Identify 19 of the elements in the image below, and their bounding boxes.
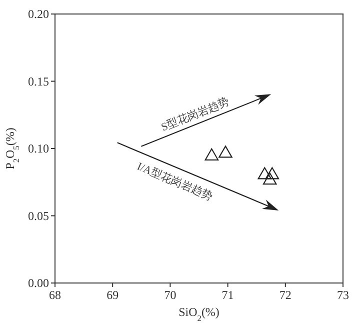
annotation: S型花岗岩趋势 [159,94,232,134]
x-tick-label: 73 [337,288,349,302]
x-tick-label: 69 [106,288,119,302]
point [258,167,272,180]
x-tick-label: 72 [279,288,292,302]
point [262,172,277,185]
x-axis-title: SiO$_{2}$(%) [178,305,220,322]
y-tick-label: 0.00 [28,276,49,290]
point [204,148,219,160]
y-tick-label: 0.05 [28,208,49,223]
y-tick-label: 0.15 [28,74,49,88]
point [218,146,232,158]
x-tick-label: 71 [222,288,234,302]
annotation: I/A型花岗岩趋势 [135,160,215,203]
x-tick-label: 68 [49,288,61,302]
y-tick-label: 0.10 [28,142,49,156]
point [265,167,280,180]
x-tick-label: 70 [164,288,176,302]
y-tick-label: 0.20 [28,7,49,22]
